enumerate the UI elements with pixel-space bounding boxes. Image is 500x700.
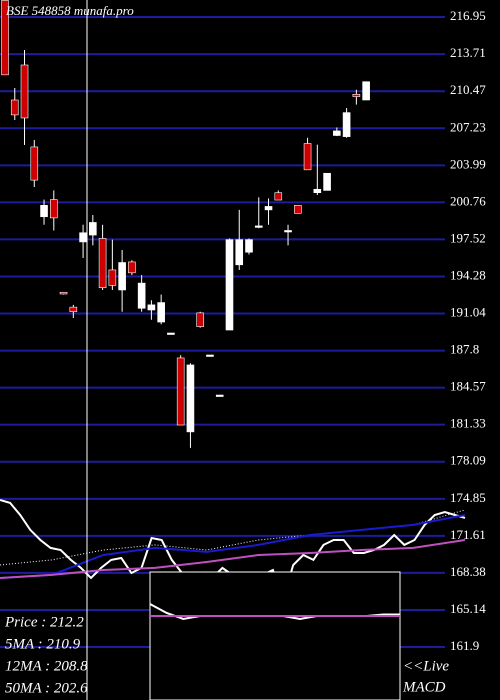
info-line: 50MA : 202.6 — [5, 680, 88, 696]
info-line: 5MA : 210.9 — [5, 636, 81, 652]
candle-body — [89, 222, 97, 236]
y-tick-label: 213.71 — [450, 45, 486, 60]
ma-line — [0, 539, 466, 579]
info: Price : 212.2 5MA : 210.9 12MA : 208.8 50MA… — [4, 614, 88, 696]
candle-body — [98, 238, 107, 288]
y-tick-label: 187.8 — [450, 342, 479, 357]
candle-body — [59, 291, 68, 295]
candle-body — [235, 239, 244, 266]
candle-body — [147, 304, 156, 311]
y-tick-label: 184.57 — [450, 379, 486, 394]
candle-body — [352, 93, 361, 97]
candle-body — [137, 282, 146, 309]
candle-body — [196, 312, 204, 327]
y-tick-label: 200.76 — [450, 193, 486, 208]
macd-frame — [149, 571, 401, 700]
info-line: 12MA : 208.8 — [5, 658, 88, 674]
candle-body — [293, 204, 302, 214]
y-tick-label: 203.99 — [450, 156, 486, 171]
chart-title: BSE 548858 munafa.pro — [6, 3, 134, 18]
candle-body — [10, 99, 19, 116]
candle-body — [30, 146, 39, 181]
candle-body — [215, 394, 224, 397]
y-tick-label: 174.85 — [450, 490, 486, 505]
candle-body — [313, 188, 322, 194]
candle-body — [20, 64, 29, 119]
macd-label: <<Live — [403, 658, 449, 674]
candle-body — [167, 332, 175, 335]
candle-body — [274, 192, 283, 201]
ma-line — [0, 514, 466, 579]
candle-body — [186, 364, 195, 433]
candle-body — [303, 143, 312, 171]
candle-body — [157, 302, 165, 323]
candle-body — [333, 130, 341, 136]
macd-label: MACD — [402, 679, 446, 695]
candle-body — [108, 269, 117, 286]
candle-body — [254, 225, 263, 228]
candle-body — [323, 172, 331, 191]
candle-body — [69, 306, 78, 313]
candle-body — [128, 261, 136, 274]
candle-body — [245, 239, 253, 253]
y-tick-label: 165.14 — [450, 601, 486, 616]
y-tick-label: 207.23 — [450, 119, 486, 134]
y-tick-label: 171.61 — [450, 527, 486, 542]
candle-body — [284, 230, 292, 233]
y-tick-label: 216.95 — [450, 8, 486, 23]
candle-body — [1, 0, 9, 76]
candle-body — [362, 81, 370, 101]
candle-body — [49, 199, 58, 219]
candle-body — [40, 204, 48, 218]
y-tick-label: 178.09 — [450, 453, 486, 468]
y-tick-label: 161.9 — [450, 638, 479, 653]
candle-body — [176, 357, 185, 426]
y-tick-label: 194.28 — [450, 267, 486, 282]
candle-body — [118, 262, 126, 291]
y-tick-label: 210.47 — [450, 82, 486, 97]
candle-body — [79, 232, 87, 243]
y-tick-label: 168.38 — [450, 564, 486, 579]
candle-body — [264, 206, 273, 211]
candle-body — [206, 354, 214, 357]
candle-body — [225, 239, 234, 331]
macd-inset — [149, 571, 401, 700]
candle-body — [342, 112, 351, 137]
y-tick-label: 181.33 — [450, 416, 486, 431]
grid: 216.95 213.71 210.47 207.23 203.99 200.76 197.… — [0, 8, 486, 653]
y-tick-label: 197.52 — [450, 230, 486, 245]
candles — [1, 0, 370, 448]
y-tick-label: 191.04 — [450, 305, 486, 320]
info-line: Price : 212.2 — [4, 614, 84, 630]
